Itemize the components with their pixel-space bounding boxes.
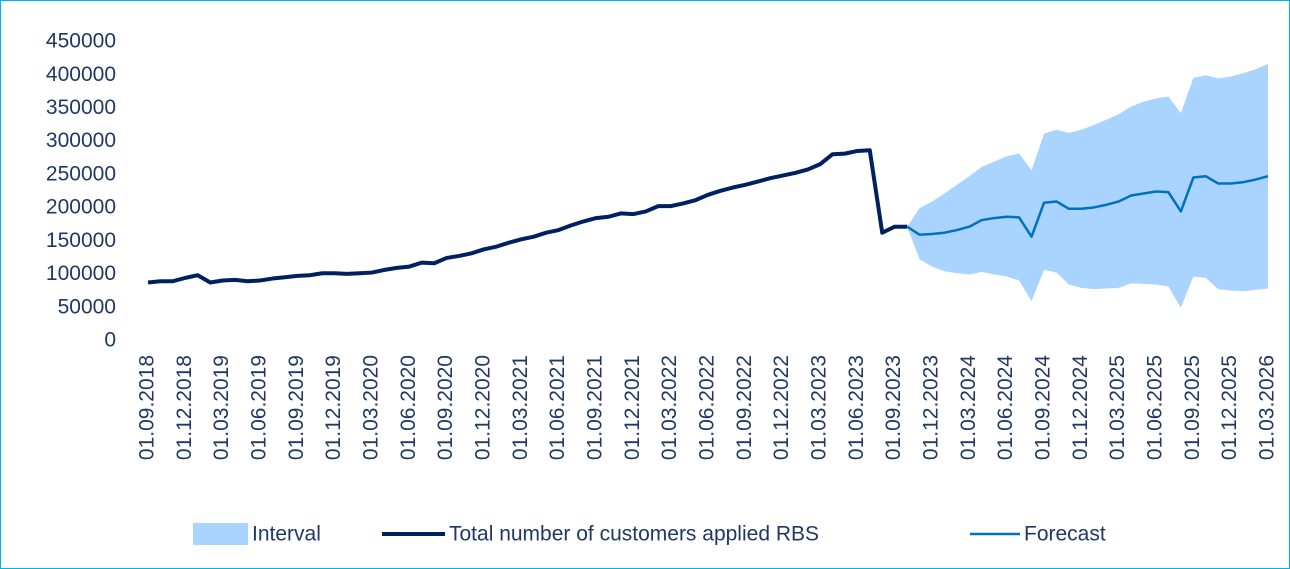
- interval-area: [907, 63, 1268, 308]
- legend-label: Interval: [252, 523, 321, 546]
- y-tick-label: 50000: [58, 295, 116, 318]
- legend-label: Forecast: [1024, 523, 1106, 546]
- y-tick-label: 0: [104, 329, 116, 352]
- y-tick-label: 200000: [46, 196, 116, 219]
- x-tick-label: 01.06.2023: [845, 355, 868, 460]
- x-tick-label: 01.09.2023: [882, 355, 905, 460]
- x-tick-label: 01.03.2023: [808, 355, 831, 460]
- legend-label: Total number of customers applied RBS: [449, 523, 819, 546]
- y-tick-label: 100000: [46, 262, 116, 285]
- series-line: [906, 174, 1269, 238]
- y-tick-label: 450000: [46, 30, 116, 53]
- y-tick-label: 300000: [46, 129, 116, 152]
- x-tick-label: 01.06.2025: [1144, 355, 1167, 460]
- x-tick-label: 01.12.2025: [1218, 355, 1241, 460]
- x-tick-label: 01.12.2021: [621, 355, 644, 460]
- x-tick-label: 01.03.2022: [658, 355, 681, 460]
- x-tick-label: 01.03.2021: [509, 355, 532, 460]
- x-tick-label: 01.09.2018: [136, 355, 159, 460]
- y-tick-label: 150000: [46, 229, 116, 252]
- x-tick-label: 01.06.2024: [994, 355, 1017, 460]
- x-tick-label: 01.12.2020: [472, 355, 495, 460]
- y-tick-label: 350000: [46, 96, 116, 119]
- x-tick-label: 01.03.2020: [360, 355, 383, 460]
- y-tick-label: 400000: [46, 63, 116, 86]
- x-tick-label: 01.12.2023: [920, 355, 943, 460]
- x-tick-label: 01.09.2025: [1181, 355, 1204, 460]
- x-tick-label: 01.09.2020: [434, 355, 457, 460]
- x-tick-label: 01.03.2024: [957, 355, 980, 460]
- x-tick-label: 01.09.2019: [285, 355, 308, 460]
- x-tick-label: 01.12.2022: [770, 355, 793, 460]
- x-tick-label: 01.12.2024: [1069, 355, 1092, 460]
- x-tick-label: 01.12.2019: [322, 355, 345, 460]
- series-line: [147, 148, 908, 285]
- x-tick-label: 01.03.2025: [1106, 355, 1129, 460]
- x-tick-label: 01.06.2020: [397, 355, 420, 460]
- x-tick-label: 01.03.2019: [210, 355, 233, 460]
- x-tick-label: 01.09.2021: [584, 355, 607, 460]
- x-tick-label: 01.06.2019: [248, 355, 271, 460]
- y-tick-label: 250000: [46, 162, 116, 185]
- legend-swatch: [193, 523, 248, 545]
- x-tick-label: 01.03.2026: [1256, 355, 1279, 460]
- x-tick-label: 01.12.2018: [173, 355, 196, 460]
- x-tick-label: 01.09.2022: [733, 355, 756, 460]
- x-tick-label: 01.06.2021: [546, 355, 569, 460]
- x-tick-label: 01.06.2022: [696, 355, 719, 460]
- x-tick-label: 01.09.2024: [1032, 355, 1055, 460]
